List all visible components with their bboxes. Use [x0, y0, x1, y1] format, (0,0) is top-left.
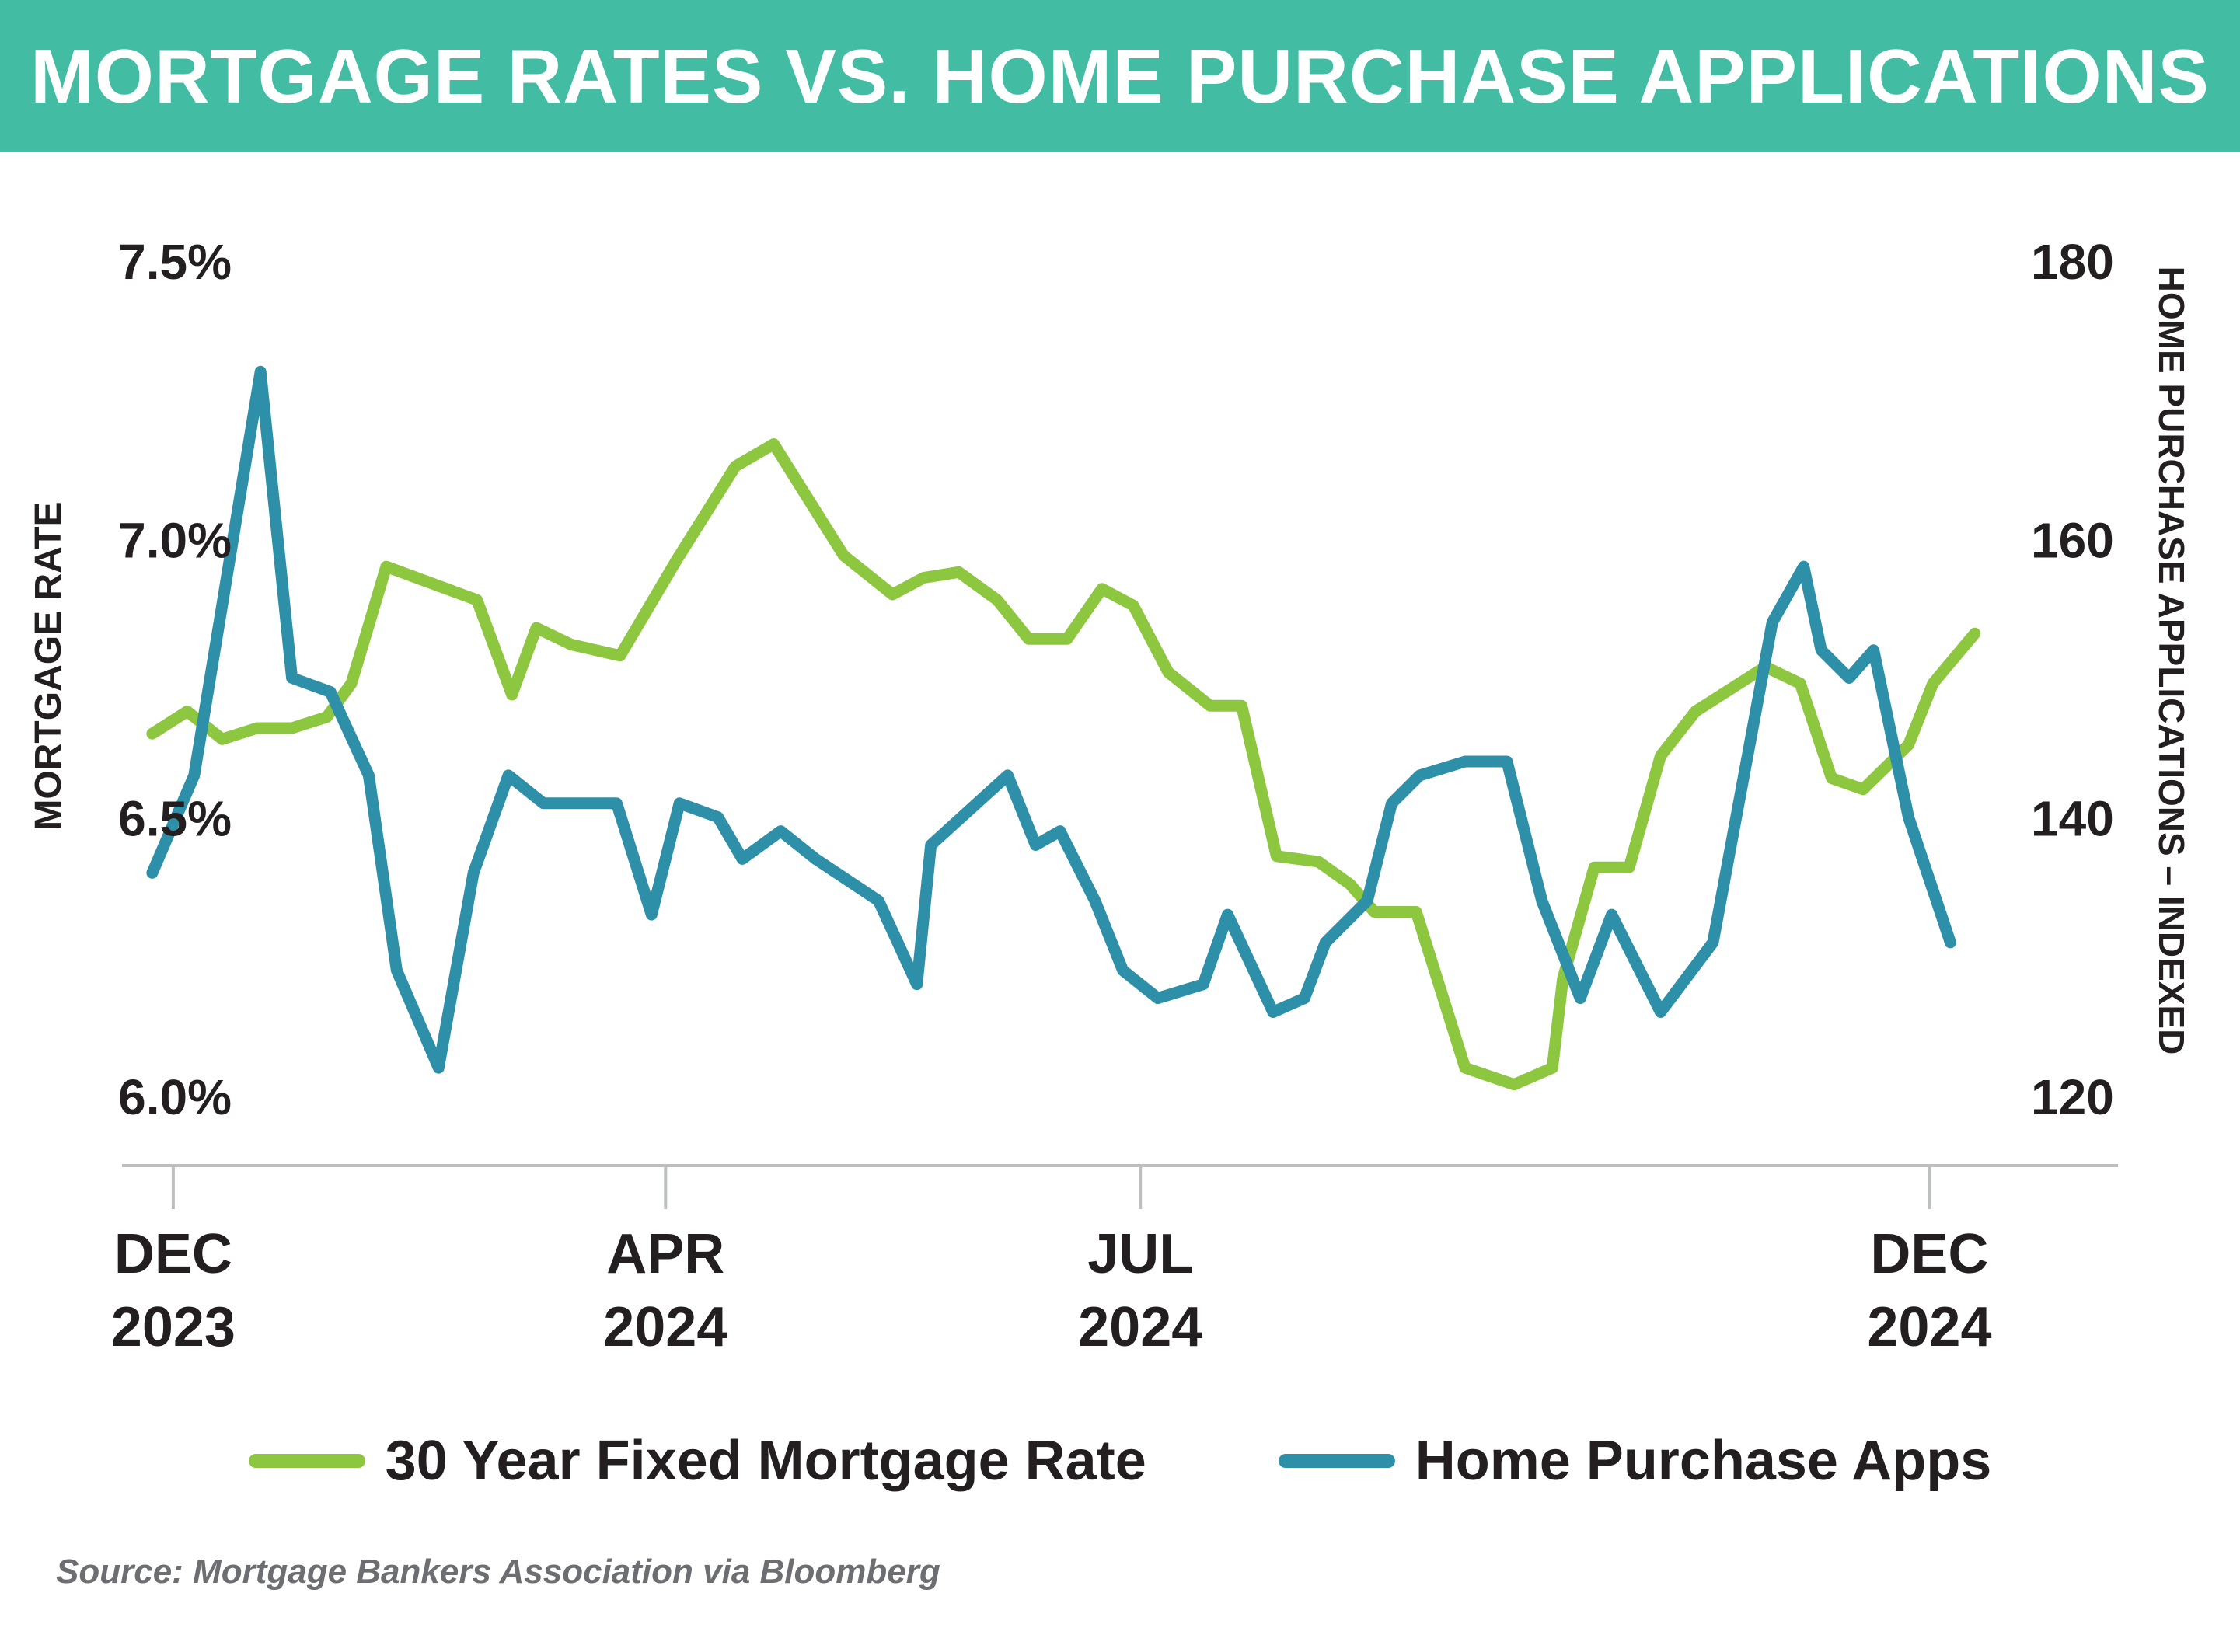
chart-title: MORTGAGE RATES VS. HOME PURCHASE APPLICA…: [30, 33, 2210, 119]
y-right-tick-label: 140: [2031, 791, 2114, 847]
legend: 30 Year Fixed Mortgage Rate Home Purchas…: [0, 1422, 2240, 1500]
y-right-tick-label: 160: [2031, 512, 2114, 568]
legend-swatch-purchase-apps: [1278, 1454, 1395, 1468]
x-tick-label: APR: [606, 1223, 724, 1285]
legend-swatch-mortgage-rate: [248, 1454, 365, 1468]
x-tick-label: 2024: [1078, 1296, 1202, 1358]
axes-layer: DEC 2023 APR 2024 JUL 2024 DEC 2024 7.5% 7.0% 6.5%…: [28, 234, 2192, 1358]
y-left-tick-label: 7.0%: [118, 512, 232, 568]
y-right-tick-label: 120: [2031, 1069, 2114, 1125]
y-left-tick-label: 6.5%: [118, 791, 232, 847]
y-right-tick-label: 180: [2031, 234, 2114, 290]
x-tick-label: 2024: [603, 1296, 727, 1358]
source-note: Source: Mortgage Bankers Association via…: [56, 1553, 940, 1591]
legend-label-mortgage-rate: 30 Year Fixed Mortgage Rate: [385, 1430, 1146, 1492]
y-left-tick-label: 7.5%: [118, 234, 232, 290]
y-left-axis-title: MORTGAGE RATE: [28, 501, 69, 830]
title-banner: MORTGAGE RATES VS. HOME PURCHASE APPLICA…: [0, 0, 2240, 152]
legend-label-purchase-apps: Home Purchase Apps: [1415, 1430, 1992, 1492]
legend-item-purchase-apps: Home Purchase Apps: [1278, 1429, 1992, 1493]
x-tick-label: DEC: [1870, 1223, 1988, 1285]
x-tick-label: JUL: [1087, 1223, 1193, 1285]
legend-item-mortgage-rate: 30 Year Fixed Mortgage Rate: [248, 1429, 1146, 1493]
x-tick-label: 2023: [111, 1296, 236, 1358]
series-line-mortgage-rate: [146, 438, 1981, 1091]
x-tick-label: 2024: [1867, 1296, 1991, 1358]
series-line-purchase-apps: [146, 365, 1956, 1074]
y-left-tick-label: 6.0%: [118, 1069, 232, 1125]
x-tick-label: DEC: [114, 1223, 232, 1285]
y-right-axis-title: HOME PURCHASE APPLICATIONS – INDEXED: [2151, 267, 2192, 1055]
series-layer: [146, 365, 1981, 1091]
